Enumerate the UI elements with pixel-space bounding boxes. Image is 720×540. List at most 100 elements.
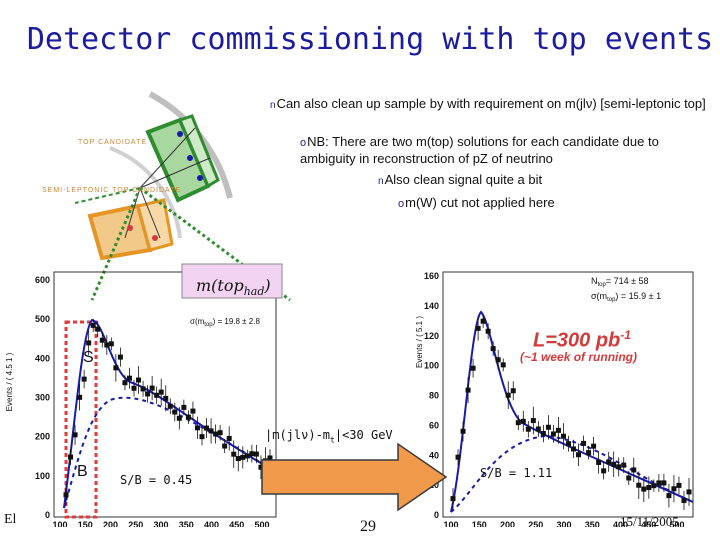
left-plot-label-box (181, 263, 283, 299)
left-point-12 (117, 354, 123, 360)
right-point-40 (651, 483, 657, 489)
dot-1 (177, 131, 183, 137)
left-y-tick-6: 0 (45, 510, 50, 520)
right-point-42 (661, 480, 667, 486)
right-x-tick-6: 400 (613, 520, 628, 527)
left-point-39 (240, 454, 246, 460)
bullet-text-2: NB: There are two m(top) solutions for e… (300, 134, 659, 166)
right-point-1 (455, 454, 461, 460)
right-point-0 (450, 496, 456, 502)
right-xticks: 100 150 200 250 300 350 400 450 500 (443, 520, 684, 527)
left-data-points (63, 318, 273, 506)
left-point-22 (163, 395, 169, 401)
left-point-2 (72, 432, 78, 438)
right-point-45 (676, 482, 682, 488)
left-point-6 (90, 322, 96, 328)
left-y-tick-5: 100 (35, 471, 50, 481)
right-point-30 (601, 468, 607, 474)
left-point-41 (249, 451, 255, 457)
left-point-14 (126, 375, 132, 381)
right-bkg-curve (450, 434, 694, 513)
left-point-32 (208, 428, 214, 434)
right-point-25 (576, 452, 582, 458)
right-y-tick-4: 80 (429, 391, 439, 401)
left-point-40 (244, 453, 250, 459)
left-point-19 (149, 385, 155, 391)
left-y-tick-3: 300 (35, 393, 50, 403)
right-point-14 (520, 418, 526, 424)
right-ntop: Ntop= 714 ± 58 (591, 276, 649, 288)
right-point-24 (571, 446, 577, 452)
right-point-10 (500, 362, 506, 368)
left-point-33 (213, 431, 219, 437)
bullet-text-3: Also clean signal quite a bit (384, 172, 543, 187)
left-sigma-text: σ(mtop) = 19.8 ± 2.8 (190, 317, 260, 328)
right-point-23 (565, 441, 571, 447)
right-point-39 (646, 485, 652, 491)
right-point-17 (535, 426, 541, 432)
left-point-35 (222, 443, 228, 449)
right-point-44 (671, 486, 677, 492)
jet-line (90, 187, 142, 301)
footer-left: El (4, 512, 17, 527)
left-point-24 (172, 409, 178, 415)
bullet-3: nAlso clean signal quite a bit (378, 172, 678, 189)
right-plot-frame (442, 271, 694, 518)
left-point-36 (226, 435, 232, 441)
left-point-45 (267, 455, 273, 461)
left-point-16 (136, 377, 142, 383)
right-point-22 (560, 433, 566, 439)
left-point-37 (231, 451, 237, 457)
right-x-tick-4: 300 (556, 520, 571, 527)
track-1 (139, 127, 196, 189)
left-point-10 (108, 341, 114, 347)
right-point-5 (475, 325, 481, 331)
left-histogram: m(tophad) σ(mtop) = 19.8 ± 2.8 Events / … (5, 263, 283, 527)
left-point-20 (154, 392, 160, 398)
right-point-29 (596, 459, 602, 465)
bullet-2: oNB: There are two m(top) solutions for … (300, 134, 710, 166)
bullet-1: nCan also clean up sample by with requir… (270, 96, 710, 113)
dot-2 (187, 155, 193, 161)
left-point-0 (63, 492, 69, 498)
left-x-tick-4: 300 (153, 520, 168, 527)
left-point-38 (235, 456, 241, 462)
bullet-text-4: m(W) cut not applied here (405, 195, 555, 210)
footer-date: 15/11/2005 (620, 514, 679, 529)
left-point-11 (113, 365, 119, 371)
right-x-tick-1: 150 (472, 520, 487, 527)
right-y-tick-8: 0 (434, 510, 439, 520)
right-ylabel: Events / ( 5.1 ) (415, 316, 424, 368)
right-point-3 (465, 387, 471, 393)
right-point-9 (495, 357, 501, 363)
left-point-34 (217, 430, 223, 436)
bullet-4: om(W) cut not applied here (398, 195, 658, 212)
right-x-tick-5: 350 (585, 520, 600, 527)
left-y-tick-1: 500 (35, 314, 50, 324)
right-sigma: σ(mtop) = 15.9 ± 1 (591, 291, 661, 303)
track-2 (139, 157, 211, 189)
semileptonic-label: SEMI-LEPTONIC TOP CANDIDATE (42, 187, 181, 194)
right-point-16 (530, 418, 536, 424)
track-4 (139, 187, 161, 239)
dot-3 (197, 175, 203, 181)
left-point-25 (176, 415, 182, 421)
arrow-shape (261, 442, 448, 512)
left-ylabel: Events / ( 4.5 1 ) (5, 352, 14, 411)
left-s-label: S (83, 349, 94, 366)
left-point-13 (122, 380, 128, 386)
right-point-32 (611, 461, 617, 467)
right-point-13 (515, 420, 521, 426)
left-y-tick-4: 200 (35, 432, 50, 442)
right-point-38 (641, 486, 647, 492)
left-xticks: 100 150 200 250 300 350 400 450 500 (52, 520, 269, 527)
right-y-tick-3: 100 (424, 361, 439, 371)
left-point-30 (199, 434, 205, 440)
right-point-8 (490, 346, 496, 352)
left-x-tick-3: 250 (128, 520, 143, 527)
right-point-36 (631, 467, 637, 473)
left-point-3 (77, 394, 83, 400)
right-point-7 (485, 328, 491, 334)
right-point-31 (606, 459, 612, 465)
right-point-41 (656, 480, 662, 486)
